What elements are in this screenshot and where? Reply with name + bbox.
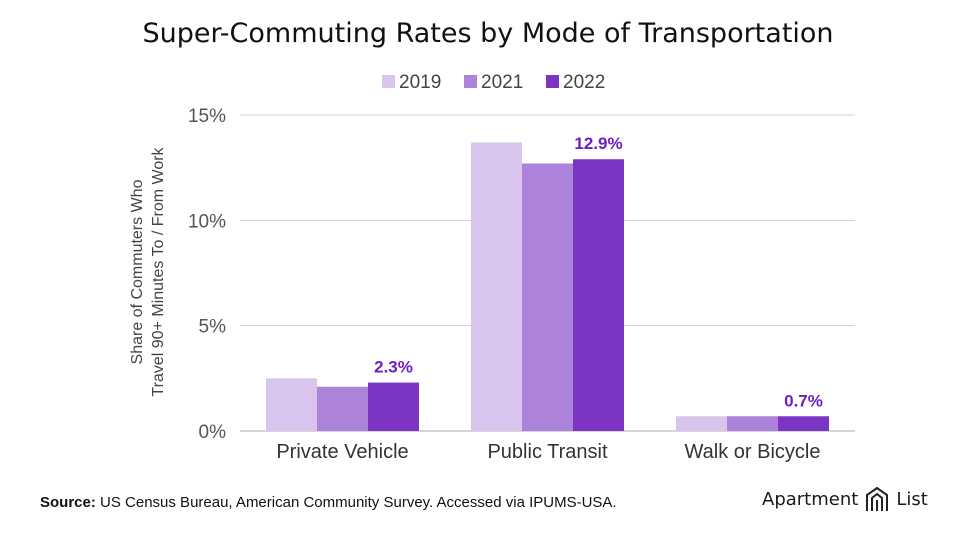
source-note: Source: US Census Bureau, American Commu… (40, 494, 617, 511)
legend-label: 2019 (399, 72, 441, 93)
bar-2022-2 (778, 416, 829, 431)
y-axis-label-line2: Travel 90+ Minutes To / From Work (150, 146, 167, 396)
source-label: Source: (40, 494, 96, 511)
legend: 2019 2021 2022 (382, 72, 605, 93)
chart-canvas: Super-Commuting Rates by Mode of Transpo… (129, 18, 855, 463)
x-tick-label: Private Vehicle (276, 441, 408, 463)
data-labels: 2.3% 12.9% 0.7% (374, 134, 823, 410)
y-axis-label-line1: Share of Commuters Who (129, 179, 146, 364)
apartment-list-logo-icon (866, 486, 889, 511)
bar-2019-2 (676, 416, 727, 431)
bar-2021-2 (727, 416, 778, 431)
y-tick-label: 10% (188, 211, 226, 232)
legend-label: 2022 (563, 72, 605, 93)
brand-logo: Apartment List (762, 485, 928, 513)
bar-2019-0 (266, 378, 317, 431)
bar-2021-1 (522, 163, 573, 431)
bar-2022-0 (368, 382, 419, 431)
chart-title: Super-Commuting Rates by Mode of Transpo… (142, 18, 833, 49)
data-label: 0.7% (784, 391, 823, 410)
bar-2019-1 (471, 142, 522, 432)
brand-name-right: List (896, 488, 928, 510)
data-label: 2.3% (374, 358, 413, 377)
legend-label: 2021 (481, 72, 523, 93)
legend-swatch-2022 (546, 75, 559, 88)
x-tick-label: Public Transit (487, 441, 607, 463)
brand-name-left: Apartment (762, 488, 859, 510)
bar-2021-0 (317, 386, 368, 431)
y-tick-label: 15% (188, 106, 226, 127)
source-text: US Census Bureau, American Community Sur… (95, 494, 617, 511)
y-tick-label: 0% (199, 422, 227, 443)
y-axis-ticks: 0% 5% 10% 15% (188, 106, 226, 443)
x-axis-ticks: Private Vehicle Public Transit Walk or Bic… (276, 441, 820, 463)
y-tick-label: 5% (199, 317, 227, 338)
bar-2022-1 (573, 159, 624, 432)
data-label: 12.9% (574, 134, 622, 153)
legend-swatch-2019 (382, 75, 395, 88)
bars (266, 142, 829, 432)
legend-swatch-2021 (464, 75, 477, 88)
x-tick-label: Walk or Bicycle (685, 441, 821, 463)
